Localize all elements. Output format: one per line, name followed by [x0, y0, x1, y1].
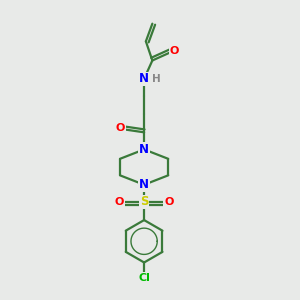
- Text: O: O: [115, 197, 124, 207]
- Text: O: O: [164, 197, 173, 207]
- Text: S: S: [140, 195, 148, 208]
- Text: N: N: [139, 72, 149, 85]
- Text: N: N: [139, 143, 149, 156]
- Text: O: O: [169, 46, 179, 56]
- Text: H: H: [152, 74, 161, 84]
- Text: N: N: [139, 178, 149, 191]
- Text: Cl: Cl: [138, 273, 150, 283]
- Text: O: O: [116, 123, 125, 133]
